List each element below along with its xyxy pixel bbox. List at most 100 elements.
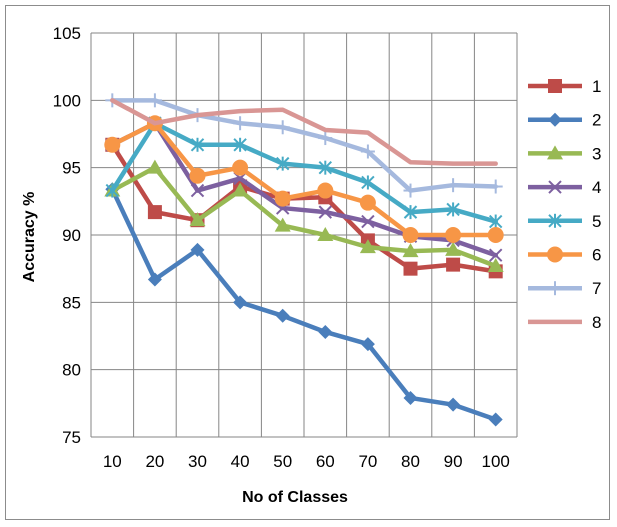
point-marker	[488, 214, 503, 229]
point-marker	[190, 183, 205, 198]
point-marker	[189, 167, 206, 184]
point-marker	[403, 390, 418, 405]
point-marker	[359, 194, 376, 211]
legend-label: 8	[592, 313, 601, 332]
tick-labels: 75 80 85 90 95 100 105 10 20 30 40 50 60 70 80 90 100	[53, 24, 510, 471]
series-line	[110, 98, 498, 166]
point-marker	[402, 227, 419, 243]
legend-item: 2	[528, 111, 601, 130]
point-marker	[147, 205, 162, 220]
point-marker	[233, 137, 247, 152]
x-tick-label: 10	[103, 452, 122, 471]
point-marker	[403, 183, 418, 198]
point-marker	[403, 205, 418, 220]
y-tick-label: 75	[62, 428, 81, 447]
series-line	[110, 98, 498, 193]
series-line	[110, 165, 498, 269]
point-marker	[488, 412, 503, 427]
point-marker	[147, 93, 162, 108]
point-marker	[547, 246, 563, 263]
point-marker	[547, 145, 563, 160]
series-line	[110, 186, 498, 422]
point-marker	[403, 261, 418, 276]
point-marker	[487, 257, 504, 272]
point-marker	[360, 337, 375, 352]
point-marker	[445, 241, 462, 256]
y-tick-label: 90	[62, 226, 81, 245]
point-marker	[445, 227, 462, 243]
point-marker	[446, 178, 461, 193]
series-8	[110, 98, 498, 166]
legend-label: 3	[592, 144, 601, 163]
legend-item: 5	[528, 212, 601, 231]
point-marker	[275, 120, 290, 135]
chart-frame	[5, 5, 610, 520]
point-marker	[548, 112, 562, 127]
legend-label: 7	[592, 279, 601, 298]
series-line	[110, 120, 498, 238]
point-marker	[274, 190, 291, 207]
legend-item: 3	[528, 144, 601, 163]
legend-label: 2	[592, 111, 601, 130]
point-marker	[275, 308, 290, 323]
y-tick-label: 100	[53, 91, 81, 110]
series-3	[104, 159, 504, 272]
legend-label: 5	[592, 212, 601, 231]
legend-item: 6	[528, 246, 601, 265]
legend-item: 1	[528, 77, 601, 96]
legend: 1 2 3 4 5 6 7 8	[528, 77, 601, 332]
point-marker	[233, 295, 248, 310]
point-marker	[360, 144, 375, 159]
point-marker	[548, 79, 562, 93]
y-axis-title: Accuracy %	[21, 192, 38, 283]
series-line	[110, 120, 498, 224]
point-marker	[317, 227, 334, 241]
x-tick-label: 70	[358, 452, 377, 471]
point-marker	[318, 324, 333, 339]
series-lines	[104, 93, 504, 427]
point-marker	[446, 202, 460, 217]
point-marker	[275, 156, 290, 171]
x-tick-label: 50	[273, 452, 292, 471]
y-tick-label: 95	[62, 159, 81, 178]
x-tick-label: 60	[316, 452, 335, 471]
point-marker	[318, 160, 333, 175]
point-marker	[318, 205, 333, 219]
point-marker	[402, 243, 419, 258]
legend-item: 8	[528, 313, 601, 332]
legend-label: 4	[592, 178, 601, 197]
point-marker	[190, 137, 205, 152]
point-marker	[105, 183, 120, 198]
x-tick-label: 40	[231, 452, 250, 471]
point-marker	[232, 182, 249, 197]
legend-label: 1	[592, 77, 601, 96]
point-marker	[487, 227, 504, 243]
point-marker	[232, 159, 249, 176]
point-marker	[548, 180, 562, 194]
point-marker	[147, 272, 162, 287]
point-marker	[146, 159, 163, 174]
point-marker	[548, 281, 562, 296]
series-line	[110, 120, 498, 258]
legend-item: 4	[528, 178, 601, 197]
series-line	[110, 142, 498, 274]
x-tick-label: 90	[444, 452, 463, 471]
point-marker	[318, 131, 333, 146]
point-marker	[359, 239, 376, 254]
point-marker	[361, 214, 375, 229]
point-marker	[190, 242, 205, 257]
point-marker	[274, 217, 291, 232]
legend-label: 6	[592, 246, 601, 265]
point-marker	[104, 136, 121, 153]
y-tick-label: 105	[53, 24, 81, 43]
point-marker	[361, 175, 375, 190]
x-tick-label: 80	[401, 452, 420, 471]
point-marker	[233, 116, 248, 131]
x-tick-label: 30	[188, 452, 207, 471]
y-tick-label: 85	[62, 293, 81, 312]
y-tick-label: 80	[62, 361, 81, 380]
point-marker	[189, 212, 206, 227]
point-marker	[446, 257, 461, 272]
x-axis-title: No of Classes	[242, 489, 348, 506]
